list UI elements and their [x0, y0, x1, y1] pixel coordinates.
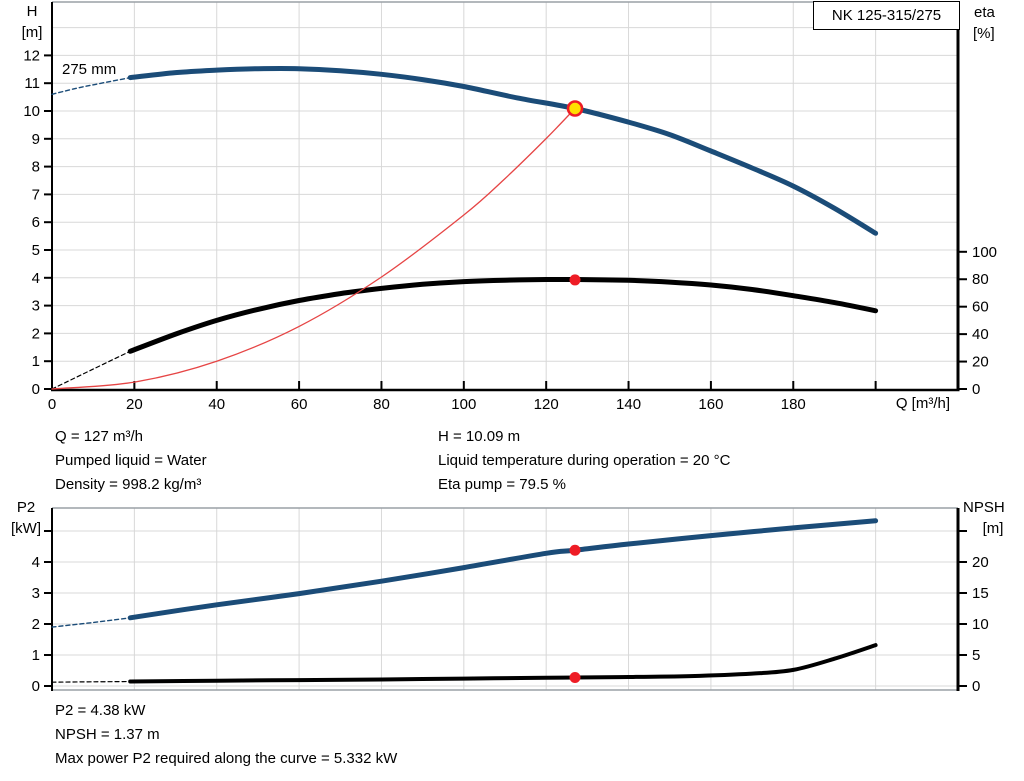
right-axis-tick-label: 100: [972, 244, 997, 261]
right-axis-tick-label: 0: [972, 678, 980, 695]
right-axis-tick-label: 20: [972, 554, 989, 571]
x-axis-tick-label: 20: [126, 396, 143, 413]
npsh-duty-point: [569, 672, 581, 684]
p2-curve-extrapolated: [51, 617, 131, 628]
left-axis-tick-label: 10: [23, 103, 40, 120]
top-left-axis-unit: [m]: [21, 24, 43, 41]
top-right-axis-unit: [%]: [973, 25, 995, 42]
right-axis-tick-label: 40: [972, 326, 989, 343]
left-axis-tick-label: 5: [32, 242, 40, 259]
bottom-right-axis-unit: [m]: [982, 520, 1004, 537]
right-axis-tick-label: 20: [972, 354, 989, 371]
head-curve-extrapolated: [51, 76, 131, 95]
left-axis-tick-label: 0: [32, 381, 40, 398]
x-axis-tick-label: 120: [534, 396, 559, 413]
x-axis-tick-label: 140: [616, 396, 641, 413]
left-axis-tick-label: 1: [32, 353, 40, 370]
top-right-axis-title: eta: [974, 4, 995, 21]
left-axis-tick-label: 2: [32, 325, 40, 342]
left-axis-tick-label: 1: [32, 647, 40, 664]
right-axis-tick-label: 80: [972, 271, 989, 288]
x-axis-tick-label: 160: [698, 396, 723, 413]
efficiency-duty-point: [569, 274, 581, 286]
info-line-q: Q = 127 m³/h: [55, 428, 143, 445]
left-axis-tick-label: 3: [32, 298, 40, 315]
npsh-curve: [128, 643, 878, 684]
x-axis-tick-label: 180: [781, 396, 806, 413]
p2-curve: [127, 518, 879, 621]
bottom-right-axis-title: NPSH: [963, 499, 1005, 516]
impeller-diameter-label: 275 mm: [62, 61, 117, 78]
info-line-h: H = 10.09 m: [438, 428, 521, 445]
left-axis-tick-label: 8: [32, 159, 40, 176]
x-axis-tick-label: 40: [208, 396, 225, 413]
pump-model-box: NK 125-315/275: [813, 1, 960, 30]
left-axis-tick-label: 9: [32, 131, 40, 148]
power-info-block: P2 = 4.38 kW NPSH = 1.37 m Max power P2 …: [55, 699, 397, 771]
npsh-curve-extrapolated: [51, 680, 131, 683]
x-axis-tick-label: 60: [291, 396, 308, 413]
left-axis-tick-label: 12: [23, 47, 40, 64]
left-axis-tick-label: 4: [32, 270, 40, 287]
right-axis-tick-label: 0: [972, 381, 980, 398]
info-line-npsh: NPSH = 1.37 m: [55, 726, 160, 743]
duty-point: [566, 100, 584, 117]
head-curve: [127, 66, 879, 236]
x-axis-tick-label: 100: [451, 396, 476, 413]
left-axis-tick-label: 0: [32, 678, 40, 695]
right-axis-tick-label: 5: [972, 647, 980, 664]
left-axis-tick-label: 3: [32, 585, 40, 602]
right-axis-tick-label: 60: [972, 299, 989, 316]
x-axis-tick-label: 0: [48, 396, 56, 413]
duty-info-right-column: H = 10.09 m Liquid temperature during op…: [438, 425, 730, 497]
left-axis-tick-label: 11: [24, 75, 40, 92]
left-axis-tick-label: 4: [32, 554, 40, 571]
efficiency-curve-extrapolated: [51, 350, 131, 390]
info-line-temperature: Liquid temperature during operation = 20…: [438, 452, 731, 469]
left-axis-tick-label: 7: [32, 186, 40, 203]
x-axis-tick-label: 80: [373, 396, 390, 413]
left-axis-tick-label: 2: [32, 616, 40, 633]
duty-info-left-column: Q = 127 m³/h Pumped liquid = Water Densi…: [55, 425, 207, 497]
info-line-maxpower: Max power P2 required along the curve = …: [55, 750, 398, 767]
x-axis-title: Q [m³/h]: [895, 395, 950, 412]
info-line-density: Density = 998.2 kg/m³: [55, 476, 202, 493]
info-line-eta: Eta pump = 79.5 %: [438, 476, 566, 493]
bottom-left-axis-unit: [kW]: [11, 520, 41, 537]
system-curve: [51, 107, 576, 390]
efficiency-curve: [127, 276, 879, 354]
p2-duty-point: [569, 544, 581, 556]
bottom-left-axis-title: P2: [16, 499, 36, 516]
right-axis-tick-label: 10: [972, 616, 989, 633]
right-axis-tick-label: 15: [972, 585, 989, 602]
left-axis-tick-label: 6: [32, 214, 40, 231]
top-left-axis-title: H: [26, 3, 38, 20]
info-line-p2: P2 = 4.38 kW: [55, 702, 146, 719]
info-line-liquid: Pumped liquid = Water: [55, 452, 207, 469]
